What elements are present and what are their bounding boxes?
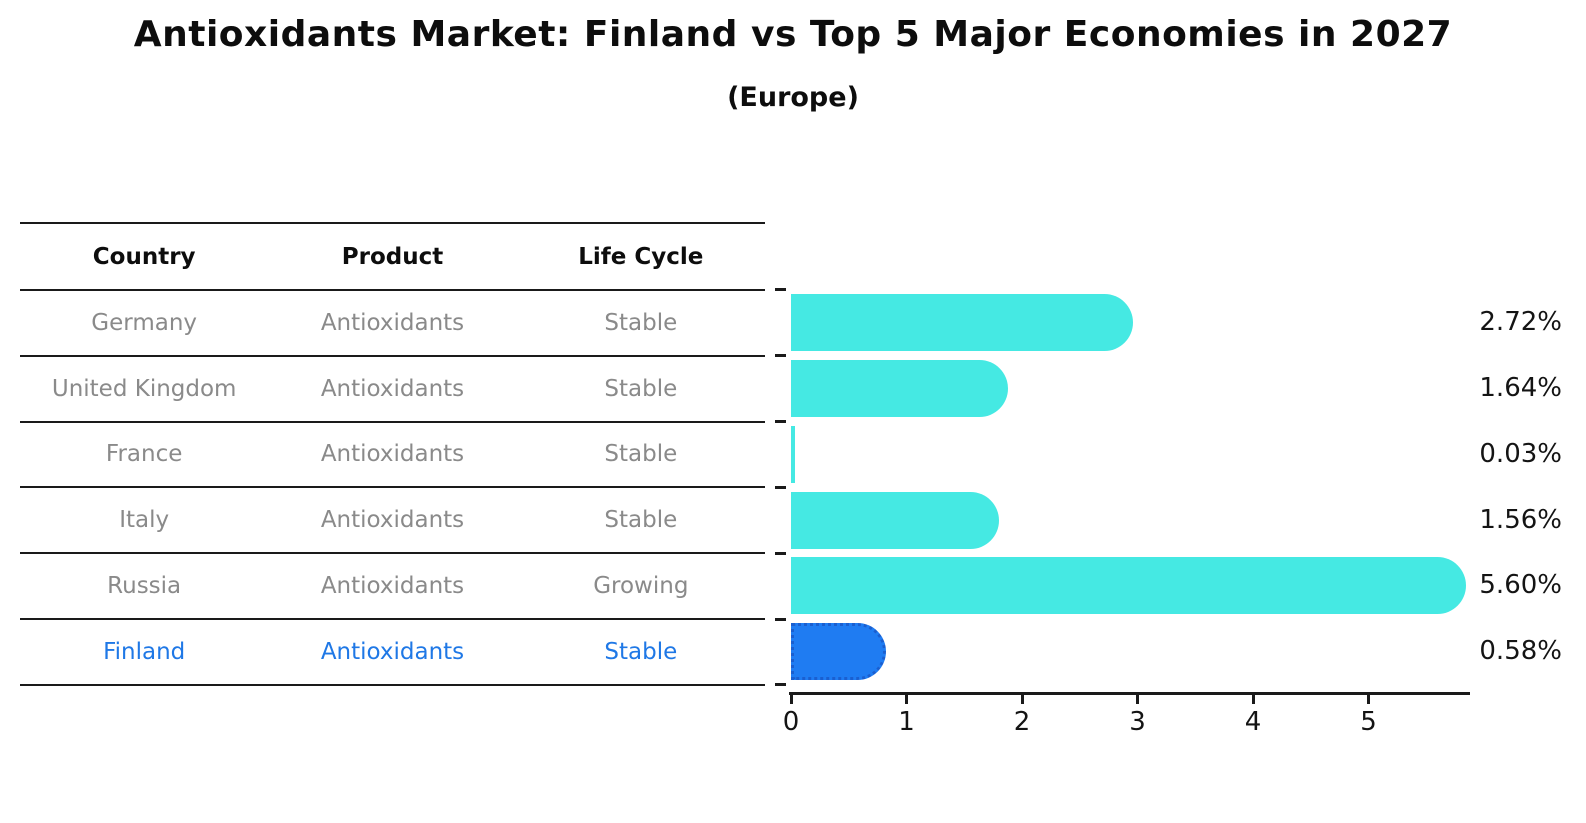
table-row-finland: Finland Antioxidants Stable [20, 620, 765, 686]
x-tick-mark-1 [905, 694, 908, 704]
table-row-germany: Germany Antioxidants Stable [20, 291, 765, 357]
value-label-france: 0.03% [1479, 439, 1562, 469]
product-cell: Antioxidants [320, 309, 465, 336]
country-cell: Germany [91, 309, 198, 336]
chart-title: Antioxidants Market: Finland vs Top 5 Ma… [133, 14, 1453, 55]
product-cell: Antioxidants [320, 375, 465, 402]
x-tick-mark-4 [1251, 694, 1255, 704]
bar-united-kingdom [791, 359, 1009, 417]
country-cell: Italy [119, 507, 170, 534]
x-tick-label-4: 4 [1244, 707, 1262, 737]
product-cell: Antioxidants [320, 573, 465, 600]
y-tick-mark-5 [775, 617, 786, 621]
product-cell: Antioxidants [320, 638, 465, 665]
value-label-italy: 1.56% [1479, 505, 1562, 535]
table-body: Germany Antioxidants Stable United Kingdom A… [20, 291, 765, 686]
y-tick-mark-6 [775, 682, 786, 686]
x-tick-mark-2 [1020, 694, 1024, 704]
lifecycle-cell: Stable [604, 309, 678, 336]
lifecycle-cell: Growing [593, 573, 689, 600]
chart-subtitle: (Europe) [727, 82, 859, 113]
table-row-united-kingdom: United Kingdom Antioxidants Stable [20, 357, 765, 423]
product-cell: Antioxidants [320, 441, 465, 468]
col-header-country: Country [92, 243, 196, 270]
x-tick-mark-3 [1136, 694, 1139, 704]
lifecycle-cell: Stable [604, 507, 678, 534]
bar-russia [791, 556, 1466, 614]
table-row-russia: Russia Antioxidants Growing [20, 554, 765, 620]
value-label-germany: 2.72% [1479, 307, 1562, 337]
lifecycle-cell: Stable [604, 441, 678, 468]
bar-finland [791, 622, 886, 680]
value-label-finland: 0.58% [1479, 636, 1562, 666]
country-cell: France [105, 441, 183, 468]
y-tick-mark-0 [775, 287, 786, 291]
x-tick-label-3: 3 [1129, 707, 1146, 737]
country-table: Country Product Life Cycle Germany Antiox… [20, 222, 765, 686]
col-header-lifecycle: Life Cycle [578, 243, 704, 270]
y-tick-mark-2 [775, 419, 786, 423]
table-row-italy: Italy Antioxidants Stable [20, 488, 765, 555]
x-tick-mark-0 [789, 694, 793, 704]
y-tick-mark-1 [775, 353, 786, 357]
col-header-product: Product [341, 243, 444, 270]
bar-france [791, 425, 795, 483]
x-tick-label-5: 5 [1360, 707, 1377, 737]
x-tick-mark-5 [1367, 694, 1370, 704]
country-cell: Finland [103, 638, 186, 665]
value-label-russia: 5.60% [1479, 570, 1562, 600]
y-tick-mark-4 [775, 551, 786, 555]
country-cell: Russia [107, 573, 182, 600]
x-tick-label-1: 1 [898, 707, 915, 737]
table-header-row: Country Product Life Cycle [20, 224, 765, 291]
x-tick-label-2: 2 [1013, 707, 1031, 737]
product-cell: Antioxidants [320, 507, 465, 534]
value-label-united-kingdom: 1.64% [1479, 373, 1562, 403]
x-axis-line [789, 692, 1470, 695]
table-row-france: France Antioxidants Stable [20, 423, 765, 489]
x-tick-label-0: 0 [782, 707, 800, 737]
lifecycle-cell: Stable [604, 375, 678, 402]
lifecycle-cell: Stable [604, 638, 678, 665]
y-tick-mark-3 [775, 485, 786, 489]
bar-italy [791, 491, 1000, 549]
bar-germany [791, 293, 1134, 351]
country-cell: United Kingdom [51, 375, 237, 402]
